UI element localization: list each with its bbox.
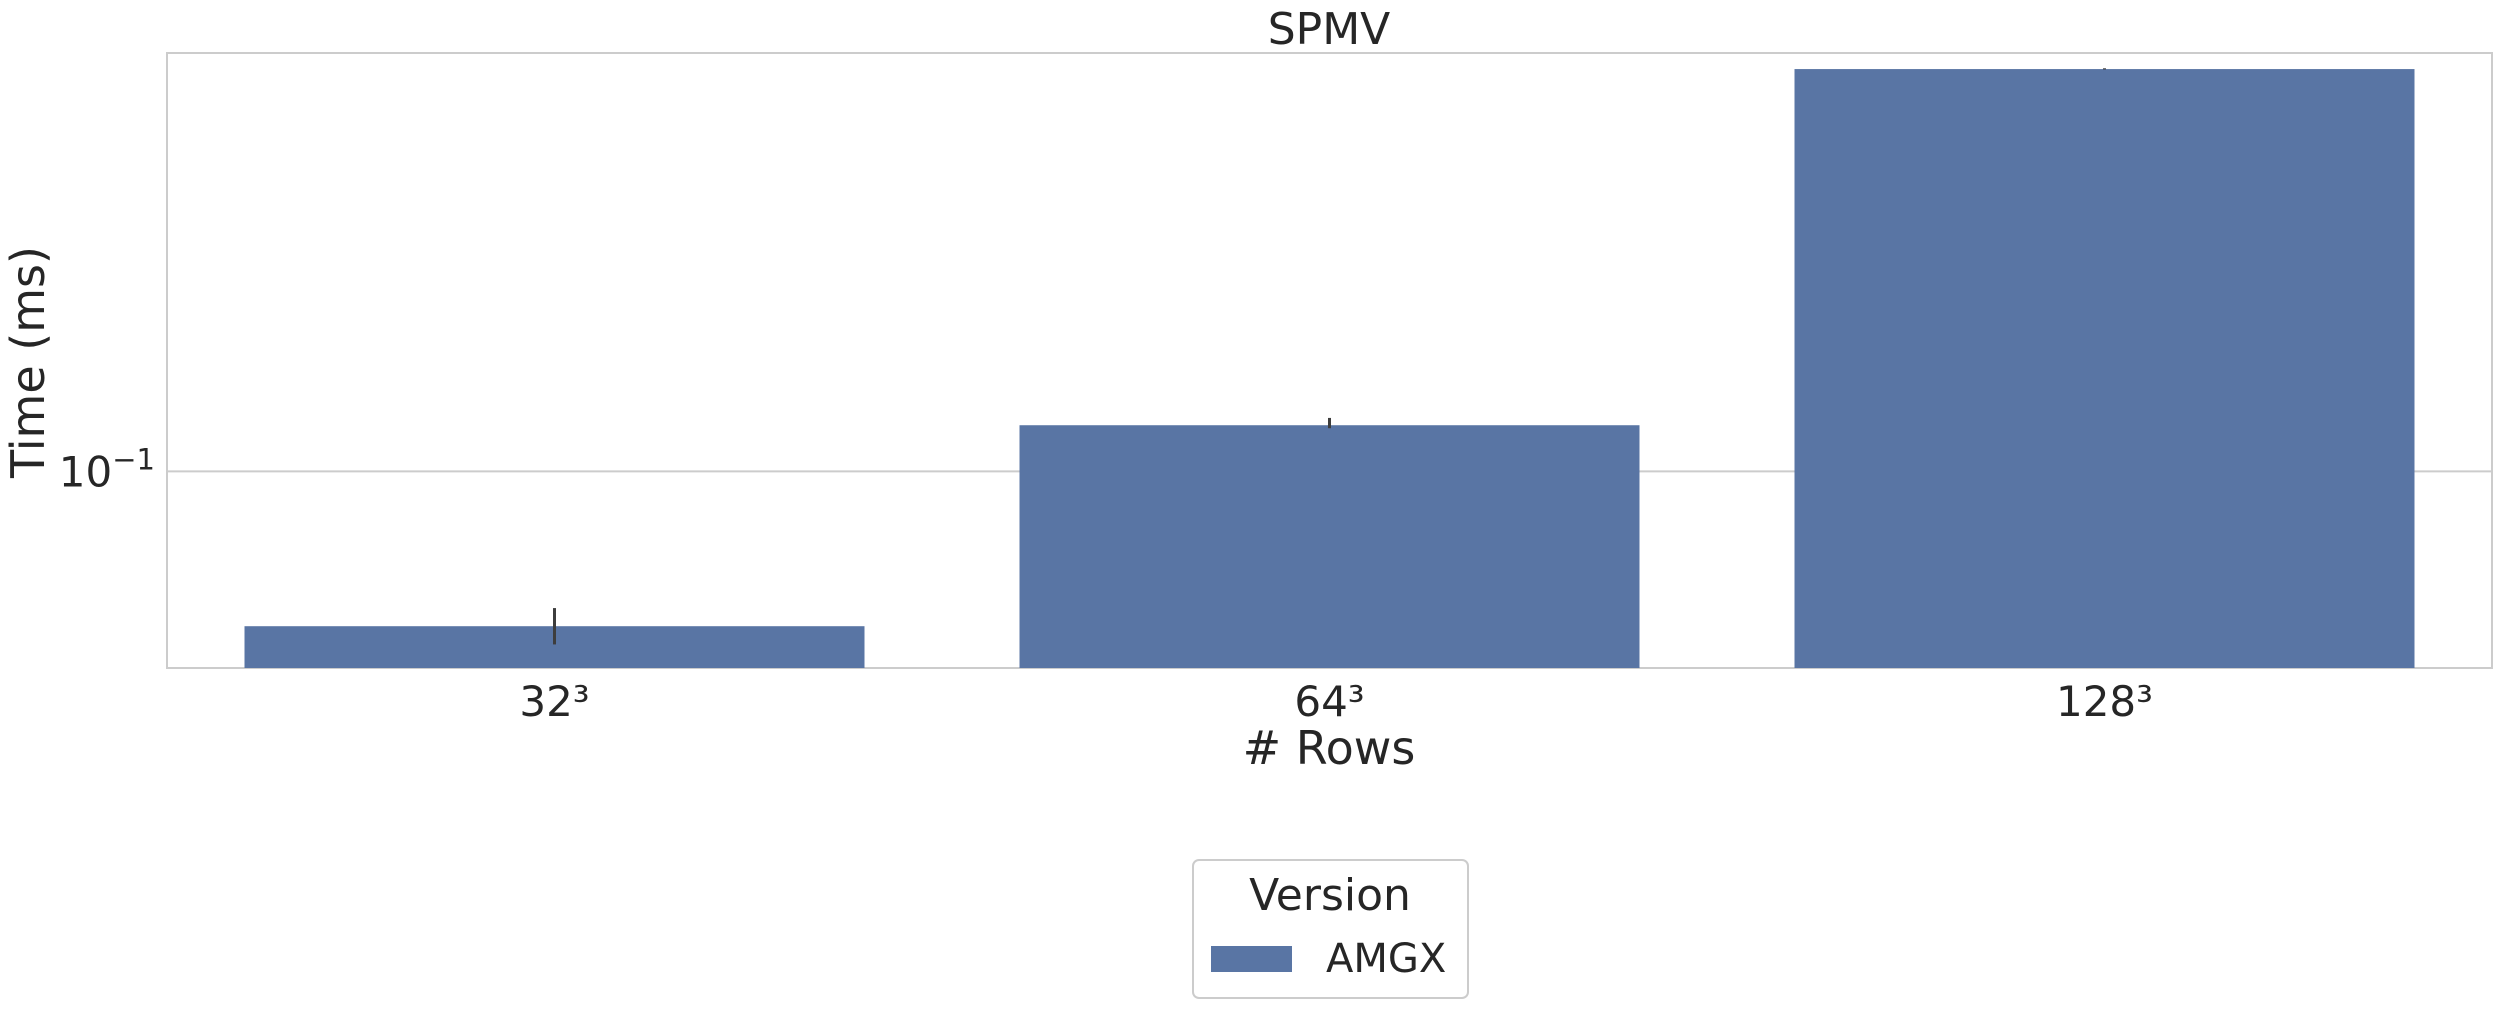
bar [1794, 69, 2415, 669]
y-axis-label: Time (ms) [1, 246, 55, 479]
bar [1019, 425, 1640, 668]
x-tick-label: 32³ [519, 677, 589, 726]
legend-title: Version [1249, 870, 1411, 921]
x-tick-label: 64³ [1294, 677, 1364, 726]
legend-swatch-amgx [1211, 946, 1292, 972]
y-axis-ticks: 10−1 [59, 442, 155, 496]
x-axis-ticks: 32³ 64³ 128³ [519, 677, 2153, 726]
x-axis-label: # Rows [1243, 721, 1416, 775]
x-tick-label: 128³ [2056, 677, 2153, 726]
bars [244, 69, 2415, 669]
chart-title: SPMV [1268, 4, 1391, 55]
y-tick-label: 10−1 [59, 442, 155, 496]
error-bars [553, 68, 2106, 645]
legend-label-amgx: AMGX [1326, 936, 1446, 982]
legend: Version AMGX [1192, 859, 1469, 999]
